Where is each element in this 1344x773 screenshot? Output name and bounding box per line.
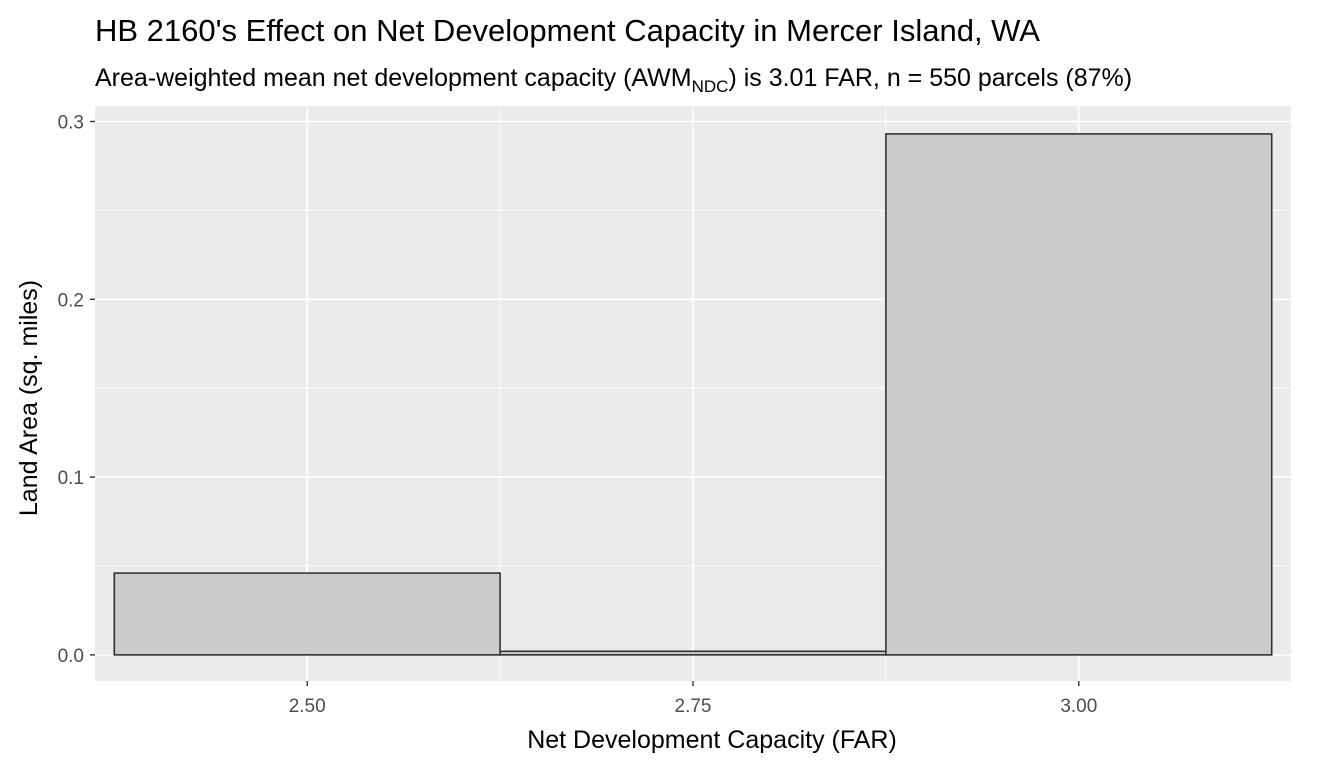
x-tick-label: 2.50 (289, 696, 326, 717)
histogram-bar-2 (499, 650, 887, 656)
chart-title: HB 2160's Effect on Net Development Capa… (95, 13, 1040, 48)
y-tick-label: 0.2 (58, 290, 84, 311)
y-tick-label: 0.3 (58, 112, 84, 133)
y-tick-label: 0.0 (58, 646, 84, 667)
bars (113, 133, 1273, 656)
y-axis-title: Land Area (sq. miles) (15, 280, 43, 516)
chart-subtitle-subscript: NDC (692, 77, 729, 96)
x-axis-title: Net Development Capacity (FAR) (527, 726, 897, 754)
histogram-bar-1 (113, 572, 501, 656)
chart-subtitle-suffix: ) is 3.01 FAR, n = 550 parcels (87%) (728, 64, 1132, 92)
chart-subtitle-prefix: Area-weighted mean net development capac… (95, 64, 692, 92)
chart-subtitle: Area-weighted mean net development capac… (95, 64, 1132, 96)
x-tick-label: 2.75 (675, 696, 712, 717)
histogram-bar-3 (885, 133, 1273, 656)
axes: 0.0 0.1 0.2 0.3 2.50 2.75 3.00 (58, 112, 1098, 717)
x-tick-label: 3.00 (1060, 696, 1097, 717)
y-tick-label: 0.1 (58, 468, 84, 489)
